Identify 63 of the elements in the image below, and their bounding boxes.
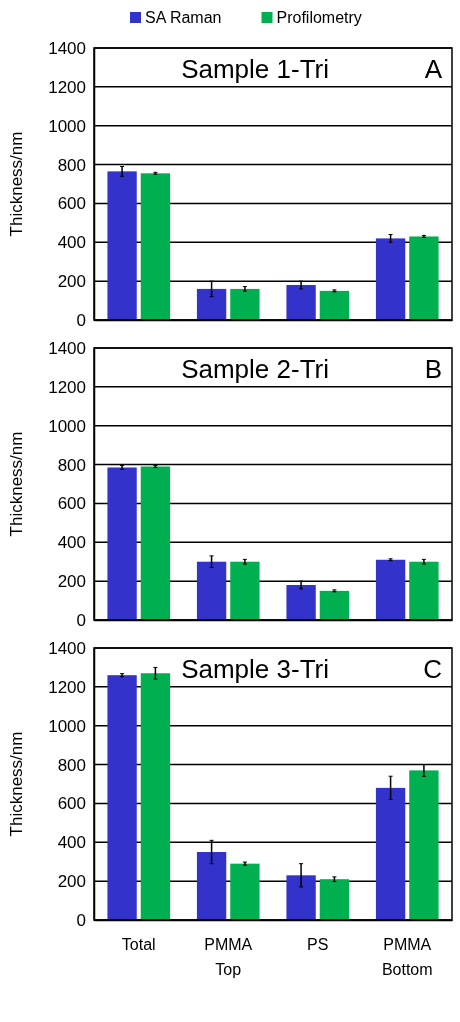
bar (140, 466, 171, 620)
y-tick-label: 0 (76, 310, 86, 330)
y-tick-label: 800 (57, 455, 86, 475)
chart-title: Sample 2-Tri (181, 354, 330, 384)
y-tick-label: 1000 (48, 716, 86, 736)
y-tick-label: 0 (76, 610, 86, 630)
x-tick-label: PMMA Top (204, 936, 253, 978)
bar (319, 290, 350, 320)
y-axis-title: Thickness/nm (7, 731, 26, 837)
x-tick-label: PS (307, 936, 329, 953)
y-tick-label: 200 (57, 272, 86, 292)
bar (286, 285, 316, 320)
y-axis-title: Thickness/nm (7, 431, 26, 537)
y-tick-label: 1000 (48, 116, 86, 136)
annotation: C (423, 654, 442, 684)
y-axis-title: Thickness/nm (7, 131, 26, 237)
y-tick-label: 1400 (48, 638, 86, 658)
bar (140, 673, 171, 920)
y-tick-label: 1400 (48, 338, 86, 358)
y-tick-label: 1400 (48, 38, 86, 58)
y-tick-label: 400 (57, 533, 86, 553)
chart-title: Sample 3-Tri (181, 654, 330, 684)
y-tick-label: 800 (57, 155, 86, 175)
y-tick-label: 1000 (48, 416, 86, 436)
bar (230, 288, 260, 320)
bar (196, 288, 227, 320)
y-tick-label: 1200 (48, 77, 86, 97)
bar (230, 863, 260, 920)
y-tick-label: 200 (57, 572, 86, 592)
y-tick-label: 600 (57, 494, 86, 514)
bar (107, 675, 137, 920)
y-tick-label: 1200 (48, 677, 86, 697)
bar (409, 561, 439, 620)
y-tick-label: 1200 (48, 377, 86, 397)
y-tick-label: 600 (57, 194, 86, 214)
legend-label: SA Raman (145, 9, 222, 26)
annotation: B (424, 354, 442, 384)
x-tick-label: Total (121, 936, 156, 953)
bar (409, 770, 439, 920)
y-tick-label: 400 (57, 833, 86, 853)
y-tick-label: 800 (57, 755, 86, 775)
bar (286, 875, 316, 920)
bar (196, 852, 227, 920)
bar (375, 559, 406, 620)
bar (107, 467, 137, 620)
bar (319, 879, 350, 920)
x-tick-label: PMMA Bottom (381, 936, 433, 978)
bar (196, 561, 227, 620)
bar (140, 173, 171, 320)
bar (375, 787, 406, 920)
bar (375, 238, 406, 320)
bar (409, 236, 439, 320)
y-tick-label: 400 (57, 233, 86, 253)
bar (286, 585, 316, 620)
y-tick-label: 600 (57, 794, 86, 814)
bar (319, 590, 350, 620)
annotation: A (424, 54, 443, 84)
y-tick-label: 0 (76, 910, 86, 930)
bar (230, 561, 260, 620)
legend-label: Profilometry (276, 9, 362, 26)
chart-title: Sample 1-Tri (181, 54, 330, 84)
y-tick-label: 200 (57, 872, 86, 892)
bar (107, 171, 137, 320)
